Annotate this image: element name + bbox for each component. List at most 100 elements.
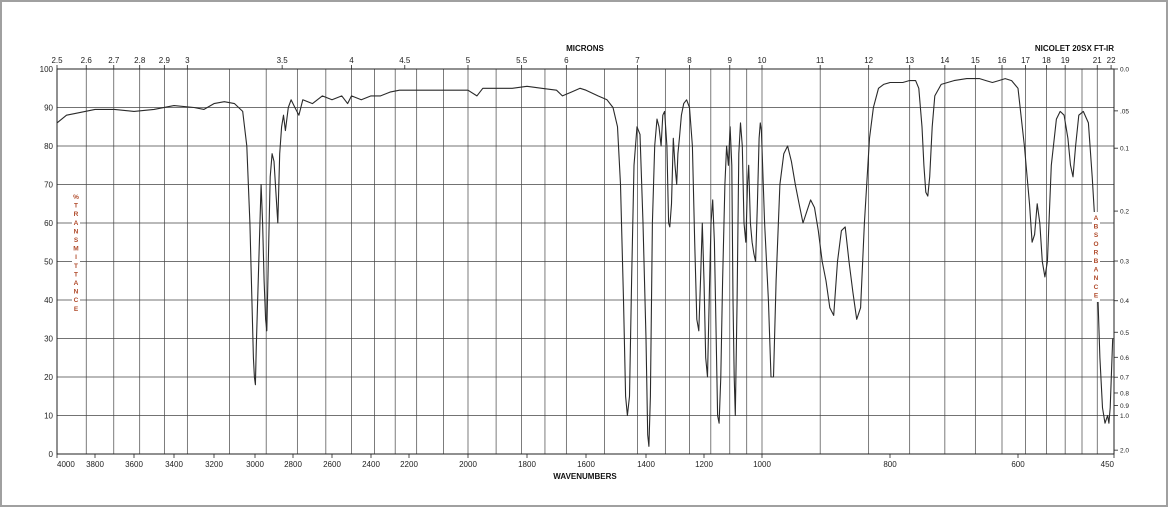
- absorbance-axis: 0.0 .05 0.1 0.2 0.3 0.4 0.5 0.6 0.7 0.8 0.9 1.0 2.0: [1114, 67, 1129, 455]
- wavenumber-tick-label: 3000: [246, 460, 264, 469]
- x-axis-title: WAVENUMBERS: [553, 472, 617, 481]
- absorbance-title-char: S: [1094, 232, 1099, 239]
- absorbance-title-char: B: [1094, 258, 1099, 265]
- transmittance-tick-label: 20: [44, 373, 53, 382]
- series-layer: [56, 78, 1114, 447]
- transmittance-title-char: A: [74, 280, 79, 287]
- micron-tick-label: 18: [1042, 56, 1051, 65]
- absorbance-tick-label: 2.0: [1120, 448, 1129, 455]
- absorbance-tick-label: 0.9: [1120, 403, 1129, 410]
- transmittance-axis: 0 10 20 30 40 50 60 70 80 90 100: [40, 65, 54, 459]
- transmittance-title-char: A: [74, 220, 79, 227]
- transmittance-title-char: T: [74, 203, 78, 210]
- wavenumber-tick-label: 450: [1101, 460, 1115, 469]
- micron-tick-label: 13: [905, 56, 914, 65]
- absorbance-title-char: O: [1093, 241, 1098, 248]
- absorbance-title-char: B: [1094, 224, 1099, 231]
- micron-tick-label: 10: [758, 56, 767, 65]
- transmittance-title-char: E: [74, 306, 79, 313]
- wavenumber-tick-label: 1800: [518, 460, 536, 469]
- absorbance-title-background: [1092, 212, 1100, 302]
- transmittance-title-char: I: [75, 254, 77, 261]
- transmittance-tick-label: 50: [44, 258, 53, 267]
- absorbance-tick-label: 0.6: [1120, 355, 1129, 362]
- absorbance-title-char: R: [1094, 249, 1099, 256]
- wavenumber-tick-label: 3200: [205, 460, 223, 469]
- spectrum-trace-1: [56, 78, 1114, 447]
- wavenumber-tick-label: 1400: [637, 460, 655, 469]
- micron-tick-label: 6: [564, 56, 569, 65]
- transmittance-title-background: [72, 191, 80, 316]
- transmittance-tick-label: 40: [44, 296, 53, 305]
- wavenumber-tick-label: 1200: [695, 460, 713, 469]
- absorbance-tick-label: 0.0: [1120, 67, 1129, 74]
- transmittance-title-char: C: [74, 297, 79, 304]
- wavenumber-tick-label: 2000: [459, 460, 477, 469]
- wavenumber-tick-label: 3800: [86, 460, 104, 469]
- micron-tick-label: 2.5: [51, 56, 63, 65]
- wavenumber-tick-label: 2200: [400, 460, 418, 469]
- transmittance-title-char: N: [74, 228, 79, 235]
- wavenumber-tick-label: 1600: [577, 460, 595, 469]
- micron-tick-label: 5.5: [516, 56, 528, 65]
- wavenumber-tick-label: 1000: [753, 460, 771, 469]
- absorbance-tick-label: 0.2: [1120, 209, 1129, 216]
- micron-tick-label: 2.7: [108, 56, 120, 65]
- wavenumber-tick-label: 600: [1011, 460, 1025, 469]
- micron-tick-label: 22: [1107, 56, 1116, 65]
- micron-tick-label: 9: [728, 56, 733, 65]
- wavenumber-tick-label: 2400: [362, 460, 380, 469]
- micron-tick-label: 12: [864, 56, 873, 65]
- absorbance-tick-label: 0.1: [1120, 146, 1129, 153]
- absorbance-title-char: A: [1094, 267, 1099, 274]
- transmittance-tick-label: 80: [44, 142, 53, 151]
- micron-tick-label: 2.9: [159, 56, 171, 65]
- absorbance-tick-label: 1.0: [1120, 413, 1129, 420]
- micron-tick-label: 14: [940, 56, 949, 65]
- micron-tick-label: 2.8: [134, 56, 146, 65]
- micron-tick-label: 17: [1021, 56, 1030, 65]
- micron-tick-label: 16: [998, 56, 1007, 65]
- transmittance-tick-label: 60: [44, 219, 53, 228]
- transmittance-tick-label: 90: [44, 104, 53, 113]
- wavenumber-tick-label: 2600: [323, 460, 341, 469]
- absorbance-tick-label: 0.7: [1120, 375, 1129, 382]
- transmittance-title-char: M: [73, 246, 78, 253]
- micron-tick-label: 5: [466, 56, 471, 65]
- wavenumber-tick-label: 3400: [165, 460, 183, 469]
- wavenumber-axis: 4000 3800 3600 3400 3200 3000 2800 2600 2400 2200…: [56, 454, 1115, 469]
- transmittance-title-char: N: [74, 289, 79, 296]
- plot-area-border: [56, 68, 1115, 455]
- transmittance-tick-label: 0: [49, 450, 54, 459]
- wavenumber-tick-label: 4000: [57, 460, 75, 469]
- transmittance-tick-label: 70: [44, 181, 53, 190]
- transmittance-tick-label: 10: [44, 412, 53, 421]
- micron-tick-label: 3: [185, 56, 190, 65]
- micron-tick-label: 21: [1093, 56, 1102, 65]
- wavenumber-tick-label: 3600: [125, 460, 143, 469]
- micron-tick-label: 19: [1061, 56, 1070, 65]
- absorbance-title-char: E: [1094, 292, 1099, 299]
- micron-tick-label: 8: [687, 56, 692, 65]
- transmittance-title-char: T: [74, 263, 78, 270]
- micron-tick-label: 15: [971, 56, 980, 65]
- micron-tick-label: 3.5: [277, 56, 289, 65]
- absorbance-tick-label: 0.5: [1120, 330, 1129, 337]
- instrument-label: NICOLET 20SX FT-IR: [1035, 44, 1114, 53]
- micron-tick-label: 2.6: [81, 56, 93, 65]
- transmittance-title-char: S: [74, 237, 79, 244]
- absorbance-tick-label: 0.3: [1120, 259, 1129, 266]
- transmittance-tick-label: 30: [44, 335, 53, 344]
- transmittance-tick-label: 100: [40, 65, 54, 74]
- micron-tick-label: 4: [349, 56, 354, 65]
- wavenumber-tick-label: 800: [883, 460, 897, 469]
- absorbance-tick-label: 0.4: [1120, 298, 1129, 305]
- absorbance-tick-label: .05: [1120, 108, 1129, 115]
- micron-axis: 2.5 2.6 2.7 2.8 2.9 3 3.5 4 4.5 5 5.5 6 7 8 9 10 11 12 13 1…: [51, 56, 1116, 69]
- wavenumber-tick-label: 2800: [284, 460, 302, 469]
- absorbance-title-char: C: [1094, 284, 1099, 291]
- absorbance-title-char: N: [1094, 275, 1099, 282]
